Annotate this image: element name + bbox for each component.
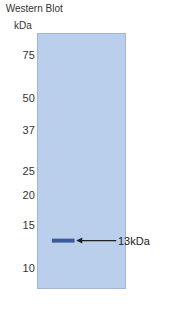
svg-text:50: 50 <box>23 92 35 104</box>
svg-text:37: 37 <box>23 124 35 136</box>
svg-text:20: 20 <box>23 189 35 201</box>
svg-text:25: 25 <box>23 165 35 177</box>
svg-text:13kDa: 13kDa <box>118 235 151 247</box>
svg-text:Western Blot: Western Blot <box>6 3 63 14</box>
svg-text:15: 15 <box>23 219 35 231</box>
svg-text:75: 75 <box>23 49 35 61</box>
svg-text:kDa: kDa <box>14 20 32 31</box>
svg-text:10: 10 <box>23 262 35 274</box>
